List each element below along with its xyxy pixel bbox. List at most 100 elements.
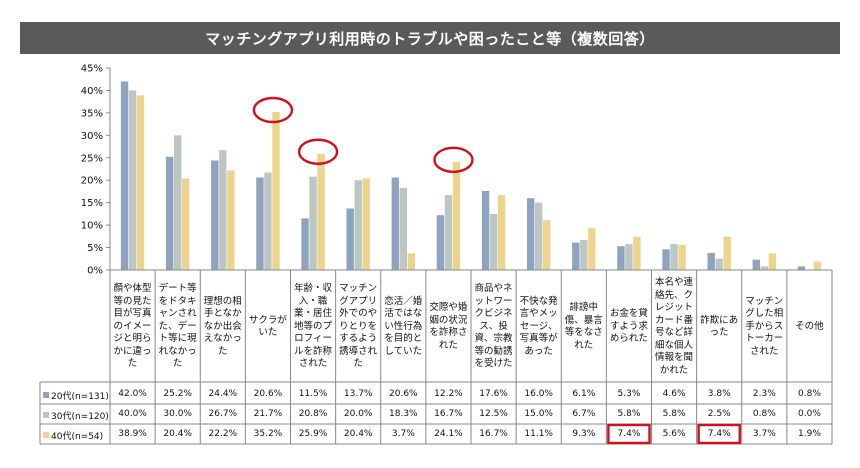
data-label: 15.0% — [524, 409, 553, 419]
x-tick-label: お金を貸すよう求められた — [609, 308, 648, 345]
bar-20s — [617, 246, 625, 270]
bar-20s — [165, 156, 174, 270]
bar-40s — [768, 253, 777, 270]
bar-30s — [173, 135, 182, 270]
x-tick-label: 理想の相手となかなか出会えなかった — [203, 295, 242, 357]
data-label: 13.7% — [343, 389, 373, 399]
data-label: 6.7% — [572, 409, 596, 419]
data-label: 3.7% — [752, 429, 776, 439]
data-label: 9.3% — [572, 429, 596, 439]
highlight-box — [697, 423, 741, 445]
data-label: 24.1% — [434, 429, 463, 439]
y-tick-label: 35% — [81, 108, 103, 119]
data-label: 20.4% — [163, 429, 192, 439]
legend-label: 20代(n=131) — [51, 391, 109, 402]
bar-40s — [497, 195, 506, 270]
data-label: 1.9% — [798, 429, 821, 439]
bar-40s — [317, 153, 325, 270]
bar-40s — [678, 244, 686, 270]
legend-entry: 20代(n=131) — [43, 388, 109, 402]
bar-30s — [444, 195, 453, 270]
data-label: 17.6% — [479, 389, 508, 399]
data-label: 5.3% — [617, 389, 641, 399]
y-tick-label: 0% — [87, 266, 103, 277]
data-label: 16.0% — [524, 389, 553, 399]
bar-30s — [128, 90, 137, 270]
y-tick-label: 30% — [81, 131, 103, 142]
legend-entry: 40代(n=54) — [43, 428, 103, 442]
y-tick-label: 40% — [81, 86, 103, 97]
bar-20s — [752, 259, 761, 270]
data-label: 21.7% — [253, 409, 283, 419]
data-label: 0.0% — [798, 409, 821, 419]
bar-20s — [707, 252, 715, 270]
bar-40s — [272, 111, 280, 270]
x-tick-label: 本名や連絡先、クレジットカード番号など詳細な個人情報を聞かれた — [655, 277, 694, 376]
data-label: 30.0% — [163, 409, 192, 419]
bar-40s — [452, 161, 461, 270]
bar-20s — [391, 177, 400, 270]
bar-30s — [625, 243, 633, 270]
data-label: 20.4% — [343, 429, 373, 439]
legend-swatch — [43, 412, 49, 418]
data-label: 38.9% — [118, 429, 147, 439]
data-label: 0.8% — [798, 389, 821, 399]
data-label: 11.5% — [298, 389, 328, 399]
data-label: 6.1% — [572, 389, 596, 399]
data-label: 16.7% — [434, 409, 463, 419]
data-label: 42.0% — [118, 389, 147, 399]
x-tick-label: 誹謗中傷、暴言等をなされた — [564, 302, 603, 351]
bar-40s — [362, 178, 370, 270]
data-label: 0.8% — [752, 409, 776, 419]
bar-40s — [542, 220, 551, 270]
bar-20s — [662, 249, 670, 270]
data-label: 24.4% — [208, 389, 238, 399]
bar-20s — [572, 242, 580, 270]
bar-30s — [715, 258, 723, 270]
highlight-circle — [252, 96, 294, 124]
bar-20s — [797, 266, 806, 270]
y-tick-label: 5% — [87, 243, 103, 254]
bar-20s — [481, 190, 490, 270]
data-label: 2.3% — [752, 389, 776, 399]
bar-40s — [723, 236, 731, 270]
data-label: 26.7% — [208, 409, 238, 419]
x-tick-label: 商品やネットワークビジネス、投資、宗教等の勧誘を受けた — [474, 283, 513, 370]
data-label: 7.4% — [707, 429, 731, 439]
data-label: 3.8% — [707, 389, 731, 399]
bar-30s — [399, 187, 408, 270]
bar-20s — [120, 81, 129, 270]
bar-30s — [219, 150, 227, 270]
bar-30s — [354, 180, 362, 270]
data-label: 18.3% — [389, 409, 418, 419]
bar-40s — [181, 178, 190, 270]
bar-30s — [760, 266, 769, 270]
highlight-box — [607, 423, 651, 445]
bar-30s — [580, 239, 588, 270]
data-label: 12.5% — [479, 409, 508, 419]
x-tick-label: その他 — [795, 320, 824, 332]
x-tick-label: デート等をドタキャンされた、デート等に現れなかった — [158, 283, 197, 370]
bar-40s — [588, 228, 596, 270]
bar-20s — [346, 208, 354, 270]
data-label: 35.2% — [253, 429, 283, 439]
bar-40s — [813, 261, 822, 270]
bar-20s — [301, 218, 309, 270]
bar-40s — [227, 170, 235, 270]
bar-20s — [526, 198, 535, 270]
data-label: 2.5% — [707, 409, 731, 419]
x-tick-label: マッチングアプリ外でのやりとりをするよう誘導された — [339, 283, 378, 370]
legend-entry: 30代(n=120) — [43, 408, 109, 422]
data-label: 11.1% — [524, 429, 553, 439]
data-label: 3.7% — [391, 429, 415, 439]
y-tick-label: 25% — [81, 153, 103, 164]
data-label: 5.8% — [617, 409, 641, 419]
bar-30s — [534, 202, 543, 270]
data-label: 25.9% — [298, 429, 328, 439]
data-label: 20.8% — [298, 409, 328, 419]
data-label: 25.2% — [163, 389, 192, 399]
bar-20s — [436, 215, 445, 270]
highlight-circle — [433, 146, 474, 174]
legend-label: 40代(n=54) — [51, 431, 104, 442]
